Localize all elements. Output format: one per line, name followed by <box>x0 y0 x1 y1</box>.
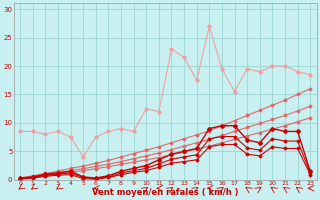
X-axis label: Vent moyen/en rafales ( km/h ): Vent moyen/en rafales ( km/h ) <box>92 188 238 197</box>
